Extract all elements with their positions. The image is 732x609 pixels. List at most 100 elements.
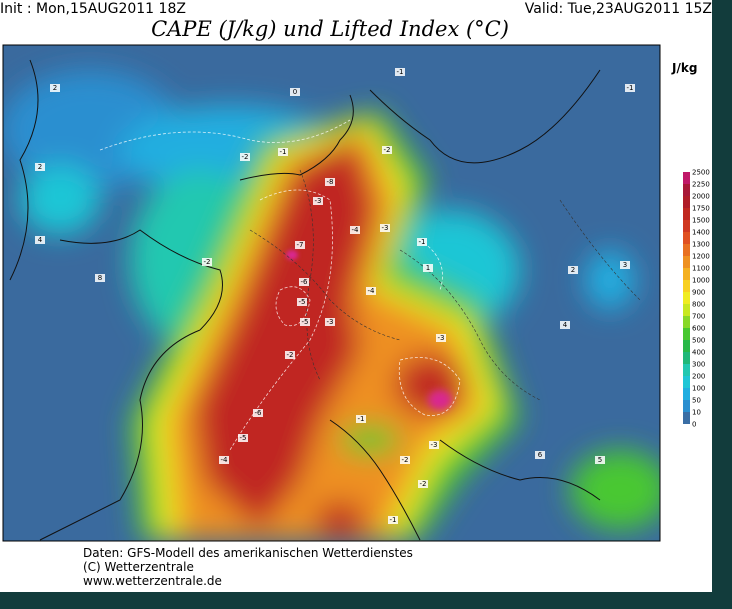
colorbar-label: 400 — [692, 349, 705, 357]
lifted-index-label: -3 — [431, 441, 438, 449]
cape-max — [286, 250, 298, 260]
colorbar-segment — [683, 172, 690, 184]
label-box — [35, 163, 45, 171]
lifted-index-label: -2 — [402, 456, 409, 464]
footer-line: Daten: GFS-Modell des amerikanischen Wet… — [83, 546, 413, 560]
colorbar-segment — [683, 328, 690, 340]
label-box — [325, 318, 335, 326]
lifted-index-label: 6 — [538, 451, 543, 459]
colorbar-label: 2250 — [692, 181, 710, 189]
label-box — [219, 456, 229, 464]
colorbar-segment — [683, 340, 690, 352]
label-box — [400, 456, 410, 464]
lifted-index-label: -7 — [297, 241, 304, 249]
label-box — [382, 146, 392, 154]
colorbar-label: 2000 — [692, 193, 710, 201]
colorbar-label: 1300 — [692, 241, 710, 249]
lifted-index-label: -2 — [420, 480, 427, 488]
colorbar-label: 50 — [692, 397, 701, 405]
colorbar-segment — [683, 244, 690, 256]
colorbar-unit: J/kg — [671, 61, 697, 75]
label-box — [240, 153, 250, 161]
colorbar-label: 600 — [692, 325, 705, 333]
lifted-index-label: -3 — [438, 334, 445, 342]
colorbar-segment — [683, 208, 690, 220]
colorbar-label: 1500 — [692, 217, 710, 225]
colorbar-label: 800 — [692, 301, 705, 309]
lifted-index-label: -4 — [352, 226, 360, 234]
footer-line: www.wetterzentrale.de — [83, 574, 222, 588]
label-box — [285, 351, 295, 359]
label-box — [290, 88, 300, 96]
colorbar-label: 1200 — [692, 253, 710, 261]
label-box — [253, 409, 263, 417]
lifted-index-label: 1 — [426, 264, 430, 272]
label-box — [418, 480, 428, 488]
colorbar-segment — [683, 232, 690, 244]
colorbar: 0 10 50 100 200 300 400 500 600 700 800 900 1000 1100… — [683, 169, 710, 429]
colorbar-label: 2500 — [692, 169, 710, 177]
lifted-index-label: 0 — [293, 88, 297, 96]
lifted-index-label: -3 — [327, 318, 334, 326]
colorbar-segment — [683, 364, 690, 376]
colorbar-segment — [683, 352, 690, 364]
colorbar-label: 500 — [692, 337, 705, 345]
colorbar-label: 0 — [692, 421, 696, 429]
coastlines — [9, 59, 601, 541]
label-box — [325, 178, 335, 186]
colorbar-label: 1100 — [692, 265, 710, 273]
label-box — [50, 84, 60, 92]
colorbar-segment — [683, 280, 690, 292]
colorbar-label: 900 — [692, 289, 705, 297]
cape-max — [428, 390, 452, 410]
map-frame — [2, 44, 661, 542]
label-box — [297, 298, 307, 306]
colorbar-label: 300 — [692, 361, 705, 369]
lifted-index-label: -1 — [397, 68, 404, 76]
label-box — [300, 318, 310, 326]
colorbar-label: 100 — [692, 385, 705, 393]
label-box — [568, 266, 578, 274]
init-time: Init : Mon,15AUG2011 18Z — [0, 1, 186, 17]
lifted-index-label: 4 — [38, 236, 43, 244]
colorbar-label: 1400 — [692, 229, 710, 237]
lifted-index-label: -2 — [204, 258, 211, 266]
lifted-index-label: -4 — [221, 456, 229, 464]
lifted-index-label: -6 — [301, 278, 309, 286]
label-box — [356, 415, 366, 423]
label-box — [380, 224, 390, 232]
lifted-index-label: 8 — [98, 274, 102, 282]
label-box — [35, 236, 45, 244]
colorbar-label: 1750 — [692, 205, 710, 213]
label-box — [202, 258, 212, 266]
map-title: CAPE (J/kg) und Lifted Index (°C) — [151, 17, 509, 41]
label-box — [620, 261, 630, 269]
lifted-index-label: 2 — [53, 84, 57, 92]
colorbar-segment — [683, 388, 690, 400]
lifted-index-label: -2 — [287, 351, 294, 359]
colorbar-segment — [683, 304, 690, 316]
lifted-index-label: -4 — [368, 287, 376, 295]
label-box — [436, 334, 446, 342]
colorbar-segment — [683, 256, 690, 268]
lifted-index-label: -5 — [299, 298, 306, 306]
lifted-index-label: -1 — [627, 84, 634, 92]
lifted-index-label: -1 — [358, 415, 365, 423]
label-box — [299, 278, 309, 286]
label-box — [429, 441, 439, 449]
lifted-index-label: -3 — [382, 224, 389, 232]
footer-line: (C) Wetterzentrale — [83, 560, 194, 574]
colorbar-segment — [683, 292, 690, 304]
colorbar-segment — [683, 196, 690, 208]
colorbar-segment — [683, 184, 690, 196]
lifted-index-label: -5 — [302, 318, 309, 326]
lifted-index-label: -8 — [327, 178, 334, 186]
lifted-index-label: -5 — [240, 434, 247, 442]
label-box — [95, 274, 105, 282]
label-box — [278, 148, 288, 156]
lifted-index-label: -1 — [280, 148, 287, 156]
label-box — [366, 287, 376, 295]
lifted-index-label: -2 — [242, 153, 249, 161]
colorbar-segment — [683, 316, 690, 328]
